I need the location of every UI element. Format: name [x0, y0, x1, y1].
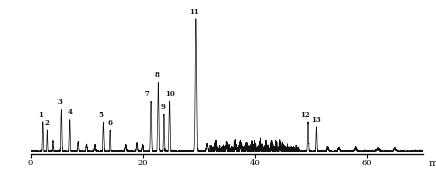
Text: 8: 8 — [155, 71, 160, 79]
Text: 5: 5 — [99, 111, 104, 119]
Text: 10: 10 — [165, 90, 175, 98]
Text: 6: 6 — [108, 119, 112, 127]
Text: 2: 2 — [45, 119, 50, 127]
Text: 13: 13 — [312, 116, 321, 124]
Text: 1: 1 — [38, 111, 43, 119]
Text: 12: 12 — [300, 111, 310, 119]
Text: 9: 9 — [161, 103, 166, 111]
Text: 11: 11 — [189, 8, 199, 16]
Text: min: min — [429, 159, 436, 168]
Text: 3: 3 — [57, 98, 62, 106]
Text: 4: 4 — [67, 108, 72, 117]
Text: 7: 7 — [145, 90, 150, 98]
